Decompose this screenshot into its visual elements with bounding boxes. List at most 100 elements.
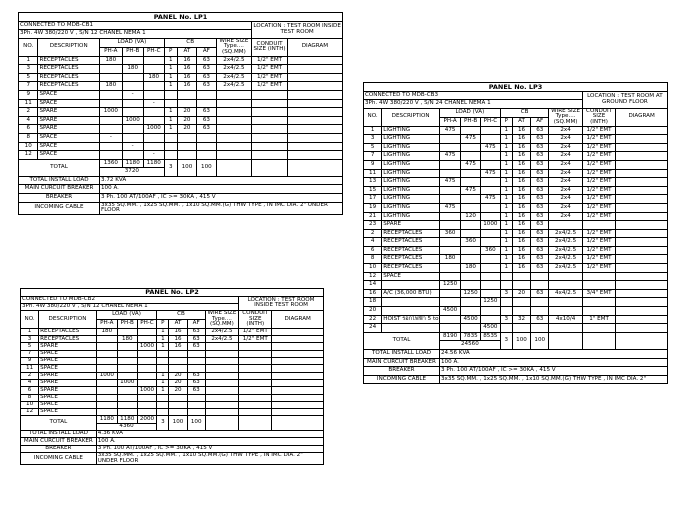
- load-pha: [99, 72, 123, 83]
- cb-af: 63: [530, 185, 550, 196]
- circuit-no: 4: [17, 115, 39, 126]
- load-pha: [438, 237, 462, 247]
- cb-at: 20: [176, 107, 198, 117]
- circuit-no: 6: [19, 386, 40, 395]
- cb-at: 16: [511, 245, 532, 256]
- total-cb: 3: [156, 415, 170, 432]
- header-wire: WIRE SIZE Type.... (SQ.MM): [548, 107, 583, 127]
- conduit-size: [581, 280, 617, 290]
- diagram-cell: [615, 220, 668, 230]
- load-phb: 475: [460, 159, 481, 170]
- load-phb: [460, 168, 481, 179]
- load-phc: [142, 107, 165, 117]
- circuit-row: 9 LIGHTING 475 1 16 63 2x4 1/2" EMT: [362, 159, 668, 170]
- circuit-no: 1: [17, 55, 39, 66]
- panel-title: PANEL No. LP2: [20, 288, 324, 297]
- circuit-no: 8: [362, 254, 383, 265]
- diagram-cell: [271, 342, 324, 351]
- cb-af: 63: [530, 159, 550, 170]
- conduit-size: [238, 342, 273, 351]
- connected-to: CONNECTED TO MDB-CB1: [17, 20, 253, 31]
- diagram-cell: [286, 72, 344, 83]
- header-phb: PH-B: [116, 318, 138, 329]
- footer-value: 3x35 SQ.MM. , 1x25 SQ.MM. , 1x10 SQ.MM.(…: [95, 451, 325, 466]
- description: RECEPTACLES: [37, 72, 100, 83]
- cb-p: 3: [499, 314, 513, 325]
- load-pha: [438, 185, 462, 196]
- wire-size: 2x4/2.5: [204, 335, 240, 344]
- load-pha: [438, 314, 462, 325]
- cb-at: [168, 349, 188, 359]
- circuit-row: 2 SPARE 1000 1 20 63: [19, 371, 324, 380]
- circuit-row: 9 SPACE -: [17, 89, 344, 100]
- cb-p: 1: [156, 386, 170, 395]
- circuit-row: 5 SPARE 1000 1 16 63: [19, 342, 324, 351]
- load-pha: [438, 245, 462, 256]
- diagram-cell: [615, 168, 668, 179]
- conduit-size: [251, 124, 288, 134]
- cb-p: [156, 393, 170, 402]
- cb-p: [156, 364, 170, 373]
- load-phc: [480, 151, 501, 161]
- circuit-no: 1: [19, 327, 40, 337]
- circuit-row: 8 SPACE: [19, 393, 324, 402]
- footer-row: BREAKER 3 Ph. 100 AT/100AF , IC >= 30KA ,…: [363, 366, 669, 376]
- load-pha: 1000: [99, 107, 123, 117]
- cb-af: [186, 400, 206, 410]
- description: RECEPTACLES: [38, 327, 97, 337]
- description: SPACE: [38, 393, 97, 402]
- circuit-row: 1 RECEPTACLES 180 1 16 63 2x4/2.5 1/2" EMT: [17, 55, 344, 66]
- circuit-no: 6: [17, 124, 39, 134]
- cb-at: 32: [511, 314, 532, 325]
- header-load: LOAD (VA): [438, 107, 501, 118]
- circuit-no: 23: [362, 220, 383, 230]
- circuit-no: 20: [362, 306, 383, 316]
- circuit-no: 10: [19, 400, 40, 410]
- cb-at: 16: [511, 202, 532, 213]
- cb-at: [511, 280, 532, 290]
- header-cb: CB: [156, 310, 206, 320]
- wire-size: 2x4: [548, 125, 583, 136]
- load-phb: 180: [116, 335, 138, 344]
- header-pha: PH-A: [438, 116, 462, 127]
- load-pha: [95, 400, 118, 410]
- header-row: NO. DESCRIPTION LOAD (VA) CB WIRE SIZE Type.…: [17, 37, 344, 57]
- cb-p: 1: [499, 159, 513, 170]
- header-diagram: DIAGRAM: [286, 37, 344, 57]
- cb-p: 1: [163, 55, 178, 66]
- cb-af: 63: [196, 115, 217, 126]
- cb-af: 63: [196, 64, 217, 74]
- description: LIGHTING: [381, 142, 440, 153]
- load-phb: [116, 400, 138, 410]
- diagram-cell: [615, 134, 668, 144]
- load-phc: -: [142, 98, 165, 109]
- load-phb: [121, 107, 144, 117]
- header-at: AT: [511, 116, 532, 127]
- description: SPARE: [38, 342, 97, 351]
- cb-p: 1: [499, 151, 513, 161]
- circuit-row: 6 SPARE 1000 1 20 63: [17, 124, 344, 134]
- total-row: 4360: [21, 422, 324, 432]
- wire-size: 2x4/2.5: [215, 55, 253, 66]
- total-cb: 100: [168, 415, 188, 432]
- circuit-no: 6: [362, 245, 383, 256]
- cb-at: [176, 89, 198, 100]
- cb-p: 3: [499, 288, 513, 299]
- load-phb: [121, 132, 144, 143]
- circuit-no: 10: [362, 263, 383, 273]
- wire-size: [215, 132, 253, 143]
- cb-af: [196, 141, 217, 152]
- load-phc: [480, 211, 501, 222]
- description: LIGHTING: [381, 159, 440, 170]
- load-phc: -: [142, 150, 165, 160]
- circuit-row: 7 LIGHTING 475 1 16 63 2x4 1/2" EMT: [362, 151, 668, 161]
- load-phb: [121, 55, 144, 66]
- cb-p: 1: [499, 263, 513, 273]
- circuit-no: 4: [362, 237, 383, 247]
- blank-cell: [581, 331, 617, 351]
- circuit-no: 8: [17, 132, 39, 143]
- header-description: DESCRIPTION: [37, 37, 100, 57]
- location: LOCATION : TEST ROOM INSIDE TEST ROOM: [238, 295, 324, 312]
- circuit-row: 2 SPARE 1000 1 20 63: [17, 107, 344, 117]
- cb-at: 20: [168, 378, 188, 388]
